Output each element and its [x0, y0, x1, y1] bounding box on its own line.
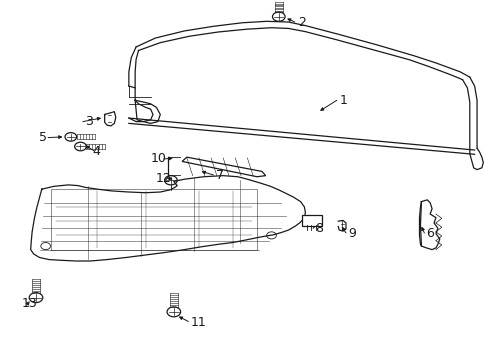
Text: 13: 13: [21, 297, 37, 310]
Text: 12: 12: [155, 172, 171, 185]
Text: 3: 3: [85, 115, 93, 128]
Text: 8: 8: [315, 222, 322, 236]
Text: 7: 7: [215, 169, 224, 182]
Text: 9: 9: [347, 227, 355, 240]
Text: 4: 4: [92, 145, 100, 158]
Text: 11: 11: [190, 316, 206, 329]
Text: 5: 5: [39, 131, 47, 144]
Text: 10: 10: [151, 152, 166, 165]
Text: 6: 6: [425, 227, 433, 240]
FancyBboxPatch shape: [301, 215, 321, 226]
Text: 2: 2: [298, 16, 305, 29]
Text: 1: 1: [338, 94, 347, 107]
